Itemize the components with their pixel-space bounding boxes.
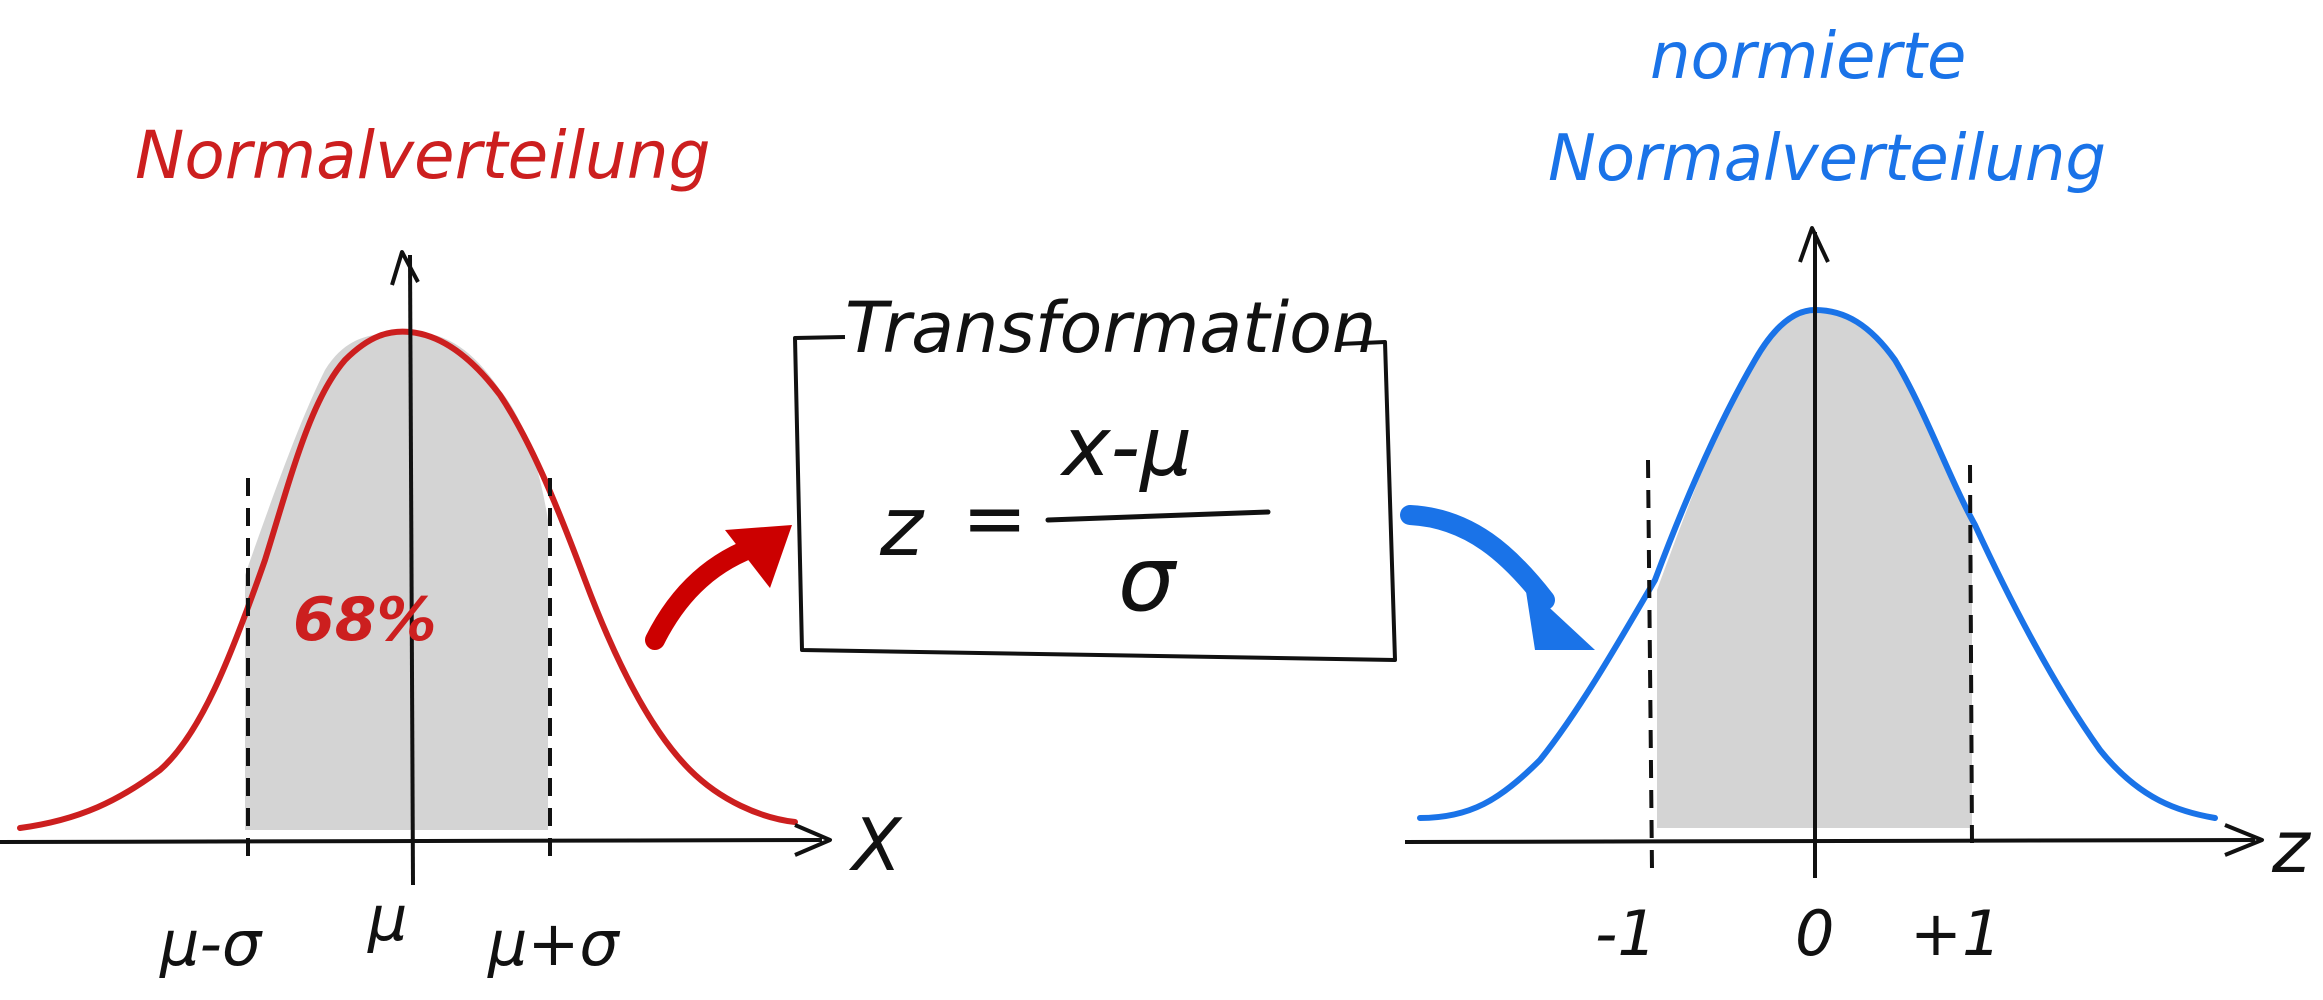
right-title-line1: normierte bbox=[1650, 20, 1966, 94]
right-tick-plus: +1 bbox=[1910, 897, 2001, 970]
right-tick-minus: -1 bbox=[1595, 897, 1657, 970]
left-axis-label: X bbox=[848, 803, 903, 887]
left-vertical-axis bbox=[408, 254, 415, 886]
left-vertical-arrowhead bbox=[390, 250, 420, 286]
formula-equals: = bbox=[962, 474, 1027, 564]
right-panel: normierte Normalverteilung z -1 0 +1 bbox=[1404, 20, 2312, 970]
right-dashed-line-plus bbox=[1968, 464, 1974, 846]
formula-lhs: z bbox=[879, 480, 925, 575]
left-title: Normalverteilung bbox=[135, 117, 710, 194]
left-tick-mu: μ bbox=[367, 882, 407, 955]
left-horizontal-axis bbox=[0, 838, 823, 844]
formula-numerator: x-μ bbox=[1059, 400, 1192, 495]
left-horizontal-arrowhead bbox=[794, 823, 832, 857]
right-tick-zero: 0 bbox=[1795, 897, 1834, 970]
left-panel: Normalverteilung X 68% μ-σ μ μ+σ bbox=[0, 117, 903, 980]
left-shaded-area bbox=[245, 331, 548, 830]
formula-denominator: σ bbox=[1118, 527, 1178, 632]
right-horizontal-axis bbox=[1404, 838, 2256, 844]
transformation-title: Transformation bbox=[845, 287, 1376, 369]
left-tick-plus: μ+σ bbox=[487, 907, 620, 980]
right-axis-label: z bbox=[2271, 805, 2312, 889]
transformation-box: Transformation z = x-μ σ bbox=[793, 287, 1397, 662]
left-tick-minus: μ-σ bbox=[159, 907, 263, 980]
transformation-box-frame bbox=[793, 335, 1397, 662]
right-transition-arrow bbox=[1400, 505, 1595, 650]
right-horizontal-arrowhead bbox=[2224, 823, 2264, 857]
right-title-line2: Normalverteilung bbox=[1548, 122, 2106, 196]
formula-fraction-bar bbox=[1045, 509, 1271, 523]
right-dashed-line-minus bbox=[1646, 459, 1654, 871]
left-area-label: 68% bbox=[293, 585, 437, 655]
left-transition-arrow bbox=[645, 525, 792, 650]
right-vertical-arrowhead bbox=[1798, 226, 1830, 263]
